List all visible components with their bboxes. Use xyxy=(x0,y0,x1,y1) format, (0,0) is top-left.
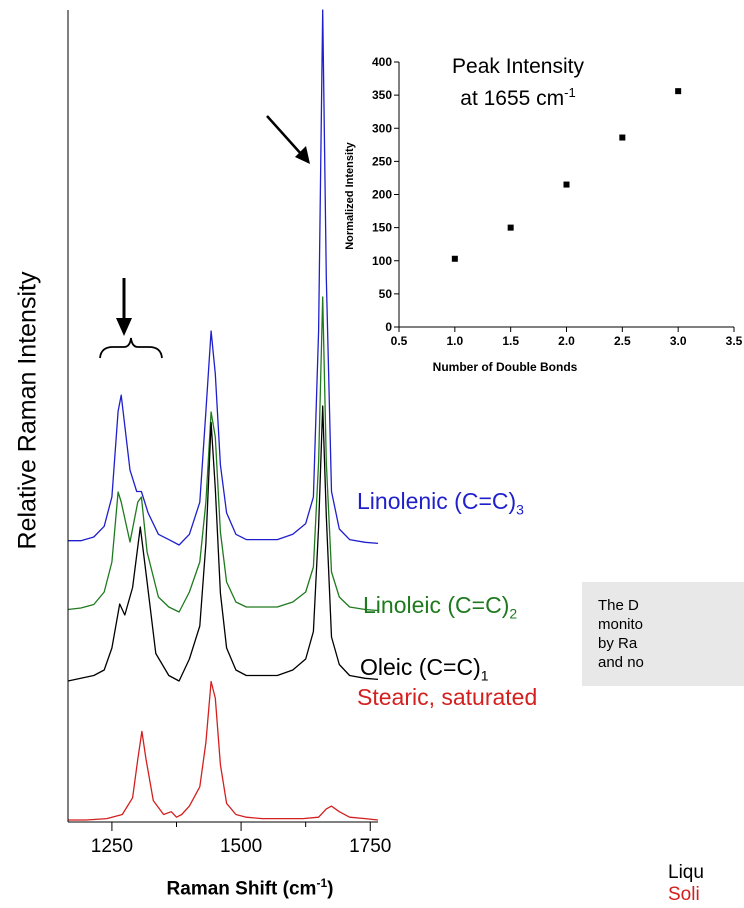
inset-x-tick-label: 2.0 xyxy=(558,334,575,348)
inset-y-tick-label: 200 xyxy=(372,188,392,202)
inset-x-tick-label: 3.5 xyxy=(726,334,743,348)
inset-title-sup: -1 xyxy=(564,85,576,100)
inset-data-point xyxy=(619,134,626,141)
inset-data-point xyxy=(675,88,682,95)
down-arrow-head xyxy=(116,318,132,336)
inset-title-line2: at 1655 cm-1 xyxy=(418,80,618,112)
note-line-1: The D xyxy=(598,597,639,614)
diagonal-arrow-shaft xyxy=(266,115,303,156)
legend-linolenic-text: Linolenic (C=C) xyxy=(357,488,517,514)
inset-y-tick-label: 250 xyxy=(372,154,392,168)
diagonal-arrow-head xyxy=(295,146,310,164)
inset-title-line2-text: at 1655 cm xyxy=(460,87,565,110)
inset-y-axis-label: Normalized Intensity xyxy=(344,141,356,249)
inset-x-tick-label: 1.5 xyxy=(502,334,519,348)
x-axis-label-sup: -1 xyxy=(316,876,328,890)
main-x-tick-label: 1750 xyxy=(349,836,391,857)
legend-linoleic-sub: 2 xyxy=(509,605,518,622)
inset-x-tick-label: 2.5 xyxy=(614,334,631,348)
note-line-4: and no xyxy=(598,654,644,671)
phase-liquid-text: Liqu xyxy=(668,862,704,883)
note-line-3: by Ra xyxy=(598,635,638,652)
legend-linolenic-sub: 3 xyxy=(516,501,524,518)
inset-title: Peak Intensity at 1655 cm-1 xyxy=(418,54,618,112)
y-axis-label: Relative Raman Intensity xyxy=(8,200,48,620)
x-axis-label-text: Raman Shift (cm xyxy=(166,878,317,900)
inset-x-tick-label: 3.0 xyxy=(670,334,687,348)
spectrum-line-linolenic xyxy=(68,9,379,546)
legend-linoleic: Linoleic (C=C)2 xyxy=(363,592,517,622)
legend-oleic-text: Oleic (C=C) xyxy=(360,654,481,680)
inset-y-tick-label: 150 xyxy=(372,221,392,235)
legend-oleic: Oleic (C=C)1 xyxy=(360,654,489,684)
inset-x-tick-label: 1.0 xyxy=(446,334,463,348)
inset-y-tick-label: 50 xyxy=(379,287,393,301)
legend-linoleic-text: Linoleic (C=C) xyxy=(363,592,510,618)
y-axis-label-text: Relative Raman Intensity xyxy=(13,271,42,549)
phase-labels: Liqu Soli xyxy=(668,862,704,906)
legend-linolenic: Linolenic (C=C)3 xyxy=(357,488,524,518)
x-axis-label-end: ) xyxy=(327,878,334,900)
inset-y-tick-label: 400 xyxy=(372,55,392,69)
phase-solid-text: Soli xyxy=(668,884,700,905)
inset-data-point xyxy=(451,255,458,262)
main-x-tick-label: 1250 xyxy=(91,836,133,857)
inset-x-axis-label: Number of Double Bonds xyxy=(433,360,578,374)
inset-y-tick-label: 100 xyxy=(372,254,392,268)
inset-data-point xyxy=(507,224,514,231)
main-spectra-plot: 1250 1500 1750 xyxy=(67,9,391,857)
spectrum-line-oleic xyxy=(67,405,379,682)
note-line-2: monito xyxy=(598,616,644,633)
legend-stearic-text: Stearic, saturated xyxy=(357,684,538,710)
note-box: The D monito by Ra and no xyxy=(582,582,744,686)
inset-scatter-plot: 0 50 100 150 200 250 300 350 400 0.5 1.0 1.5 2.0 2.5 3… xyxy=(344,55,743,374)
arrow-annotations xyxy=(99,115,310,359)
inset-y-tick-label: 350 xyxy=(372,88,392,102)
inset-y-tick-label: 0 xyxy=(385,320,392,334)
legend-stearic: Stearic, saturated xyxy=(357,684,537,711)
peak-bracket xyxy=(99,337,163,359)
spectrum-line-linoleic xyxy=(67,296,379,613)
inset-data-point xyxy=(563,181,570,188)
spectrum-line-stearic xyxy=(68,680,379,821)
legend-oleic-sub: 1 xyxy=(480,667,489,684)
inset-x-tick-label: 0.5 xyxy=(391,334,408,348)
inset-y-tick-label: 300 xyxy=(372,121,392,135)
x-axis-label: Raman Shift (cm-1) xyxy=(100,876,400,900)
inset-title-line1: Peak Intensity xyxy=(452,55,584,78)
main-x-tick-label: 1500 xyxy=(220,836,262,857)
